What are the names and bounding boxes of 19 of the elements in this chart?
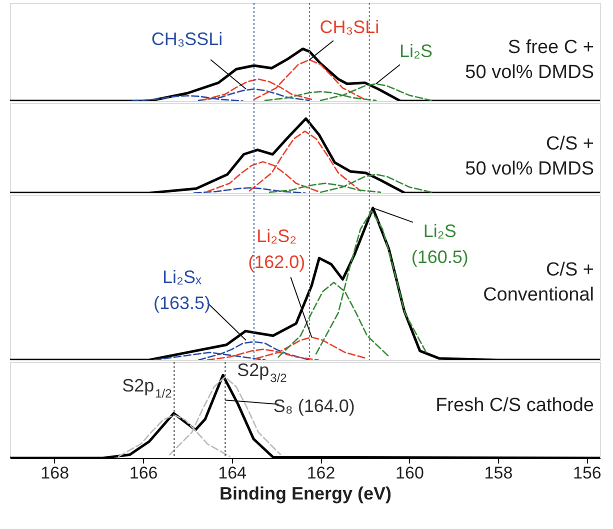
annotation: CH₃SSLi: [151, 29, 223, 50]
annotation: Li₂S₂ (162.0): [248, 226, 306, 272]
x-tick-label: 156: [573, 464, 602, 482]
annotation: C/S + 50 vol% DMDS: [465, 134, 594, 180]
x-tick-label: 166: [129, 464, 158, 482]
annotation: Li₂S (160.5): [411, 220, 468, 267]
x-axis-title: Binding Energy (eV): [219, 484, 392, 504]
x-tick-label: 168: [40, 464, 70, 482]
annotation: S free C + 50 vol% DMDS: [465, 37, 594, 84]
x-tick-label: 164: [218, 464, 246, 482]
annotation: C/S + Conventional: [483, 259, 594, 306]
annotation: Li₂Sₓ (163.5): [153, 267, 211, 314]
annotation: Fresh C/S cathode: [436, 395, 594, 416]
x-tick-label: 158: [484, 464, 513, 482]
x-tick-label: 160: [396, 464, 424, 482]
annotation: Li₂S: [399, 40, 432, 61]
annotation: CH₃SLi: [320, 16, 380, 37]
annotation: S₈ (164.0): [273, 396, 355, 416]
x-tick-label: 162: [306, 464, 336, 482]
